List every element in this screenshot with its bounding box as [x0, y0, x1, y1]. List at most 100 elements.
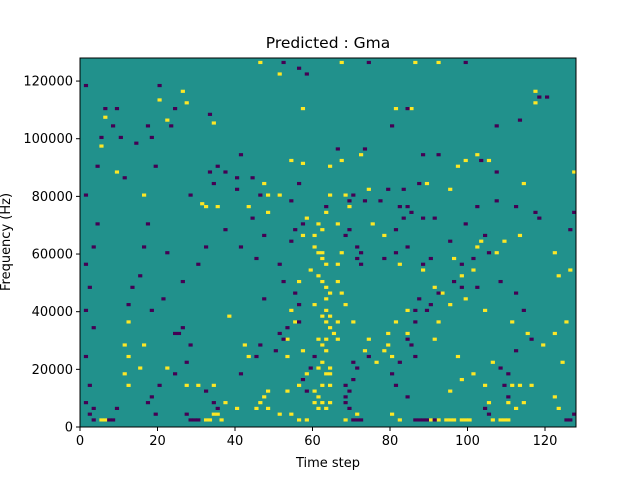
- heatmap-cell-low: [223, 170, 228, 174]
- heatmap-cell-high: [328, 383, 333, 387]
- heatmap-cell-low: [215, 406, 220, 410]
- heatmap-cell-low: [390, 372, 395, 376]
- heatmap-cell-high: [328, 193, 333, 197]
- heatmap-cell-high: [448, 389, 453, 393]
- heatmap-cell-low: [95, 222, 100, 226]
- heatmap-cell-low: [188, 418, 193, 422]
- heatmap-cell-low: [250, 176, 255, 180]
- heatmap-cell-low: [494, 124, 499, 128]
- heatmap-cell-high: [320, 383, 325, 387]
- heatmap-cell-high: [304, 216, 309, 220]
- heatmap-cell-high: [424, 181, 430, 186]
- heatmap-cell-low: [250, 216, 255, 220]
- heatmap-cell-low: [355, 245, 360, 249]
- heatmap-cell-low: [393, 383, 399, 387]
- heatmap-cell-high: [122, 372, 127, 376]
- heatmap-cell-low: [572, 210, 577, 214]
- heatmap-cell-high: [126, 320, 131, 324]
- heatmap-cell-high: [297, 383, 302, 387]
- heatmap-cell-high: [339, 251, 344, 255]
- heatmap-cell-low: [347, 228, 352, 232]
- heatmap-cell-high: [300, 161, 306, 165]
- heatmap-cell-high: [157, 98, 162, 102]
- heatmap-cell-low: [537, 216, 542, 220]
- heatmap-cell-high: [320, 360, 325, 364]
- heatmap-cell-low: [304, 389, 309, 393]
- heatmap-cell-high: [463, 158, 468, 163]
- heatmap-cell-high: [316, 274, 321, 278]
- x-tick-label: 20: [149, 434, 166, 449]
- heatmap-cell-high: [266, 193, 271, 197]
- heatmap-cell-low: [424, 418, 430, 422]
- heatmap-cell-low: [297, 303, 302, 307]
- heatmap-cell-high: [432, 337, 437, 341]
- heatmap-cell-high: [126, 383, 131, 387]
- heatmap-cell-low: [390, 124, 395, 128]
- heatmap-cell-high: [320, 251, 325, 255]
- x-tick-label: 60: [304, 434, 321, 449]
- heatmap-cell-low: [142, 245, 147, 249]
- heatmap-cell-low: [122, 176, 127, 180]
- heatmap-cell-low: [258, 193, 263, 197]
- heatmap-cell-low: [417, 297, 422, 301]
- heatmap-cell-low: [413, 320, 418, 324]
- heatmap-cell-high: [475, 245, 480, 249]
- heatmap-cell-low: [204, 389, 209, 393]
- heatmap-cell-low: [409, 210, 414, 214]
- heatmap-cell-high: [436, 418, 441, 422]
- heatmap-cell-high: [196, 383, 201, 387]
- heatmap-cell-high: [285, 389, 290, 393]
- heatmap-cell-high: [393, 320, 399, 324]
- heatmap-cell-low: [258, 343, 263, 347]
- heatmap-cell-high: [320, 314, 325, 318]
- heatmap-cell-low: [417, 181, 422, 186]
- heatmap-cell-high: [452, 256, 457, 261]
- heatmap-cell-high: [355, 412, 360, 416]
- heatmap-cell-low: [401, 216, 406, 220]
- heatmap-cell-high: [463, 297, 468, 301]
- heatmap-cell-low: [180, 326, 185, 330]
- heatmap-cell-low: [421, 262, 426, 266]
- heatmap-cell-high: [215, 412, 220, 416]
- heatmap-cell-low: [397, 205, 402, 209]
- heatmap-cell-low: [157, 383, 162, 387]
- heatmap-cell-low: [180, 279, 185, 284]
- heatmap-cell-high: [312, 303, 317, 307]
- heatmap-cell-high: [339, 158, 344, 163]
- heatmap-cell-high: [409, 107, 414, 111]
- heatmap-cell-high: [421, 268, 426, 272]
- heatmap-cell-low: [161, 297, 166, 301]
- heatmap-background: [80, 58, 576, 427]
- heatmap-cell-low: [343, 383, 348, 387]
- heatmap-cell-low: [568, 418, 573, 422]
- heatmap-cell-low: [351, 418, 356, 422]
- y-tick-label: 120000: [23, 75, 73, 90]
- heatmap-cell-low: [432, 418, 437, 422]
- x-tick-label: 120: [533, 434, 558, 449]
- heatmap-cell-high: [502, 418, 507, 422]
- heatmap-cell-low: [355, 256, 360, 261]
- heatmap-cell-low: [300, 377, 306, 382]
- heatmap-cell-low: [452, 279, 457, 284]
- heatmap-cell-low: [304, 72, 309, 76]
- heatmap-cell-high: [258, 401, 263, 405]
- heatmap-cell-high: [413, 60, 418, 65]
- heatmap-cell-low: [114, 107, 120, 111]
- heatmap-cell-high: [556, 274, 561, 278]
- heatmap-cell-low: [238, 153, 244, 157]
- heatmap-cell-high: [459, 274, 464, 278]
- heatmap-cell-high: [397, 262, 402, 266]
- heatmap-cell-high: [200, 202, 205, 206]
- heatmap-cell-high: [331, 331, 337, 336]
- heatmap-cell-low: [424, 308, 430, 312]
- heatmap-cell-low: [145, 401, 151, 405]
- heatmap-cell-high: [560, 360, 565, 364]
- heatmap-cell-low: [343, 233, 348, 238]
- heatmap-cell-high: [304, 372, 309, 376]
- heatmap-cell-high: [440, 291, 445, 295]
- heatmap-cell-low: [421, 216, 426, 220]
- heatmap-cell-high: [316, 395, 321, 399]
- heatmap-cell-high: [351, 320, 356, 324]
- heatmap-cell-low: [153, 164, 158, 168]
- y-tick-label: 80000: [32, 190, 73, 205]
